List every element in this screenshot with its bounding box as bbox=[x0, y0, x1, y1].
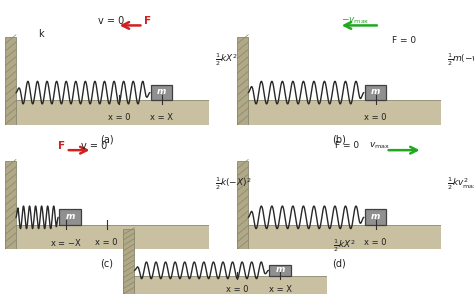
Text: k: k bbox=[38, 29, 44, 40]
Text: m: m bbox=[65, 212, 74, 221]
Text: m: m bbox=[275, 266, 285, 274]
Text: F = 0: F = 0 bbox=[335, 141, 359, 150]
Bar bbox=[5, 162, 16, 249]
Text: (b): (b) bbox=[332, 134, 346, 144]
Text: (c): (c) bbox=[100, 259, 113, 269]
Text: x = X: x = X bbox=[269, 285, 292, 293]
Text: x = 0: x = 0 bbox=[226, 285, 249, 293]
Text: (d): (d) bbox=[332, 259, 346, 269]
Text: (a): (a) bbox=[100, 134, 113, 144]
Bar bbox=[237, 37, 248, 125]
Text: $\frac{1}{2}kv_{\mathrm{max}}^2$: $\frac{1}{2}kv_{\mathrm{max}}^2$ bbox=[447, 176, 474, 192]
FancyBboxPatch shape bbox=[270, 265, 291, 276]
Bar bbox=[123, 229, 135, 294]
Text: $v_{\mathrm{max}}$: $v_{\mathrm{max}}$ bbox=[369, 140, 390, 151]
Text: x = X: x = X bbox=[150, 113, 173, 122]
Text: F: F bbox=[144, 16, 151, 26]
Text: m: m bbox=[157, 88, 166, 97]
FancyBboxPatch shape bbox=[59, 209, 81, 225]
Text: F: F bbox=[58, 141, 65, 151]
Text: x = 0: x = 0 bbox=[95, 238, 118, 247]
Text: m: m bbox=[371, 88, 380, 97]
Bar bbox=[237, 100, 441, 125]
Text: m: m bbox=[371, 212, 380, 221]
Text: x = 0: x = 0 bbox=[365, 113, 387, 122]
Text: $-v_{\mathrm{max}}$: $-v_{\mathrm{max}}$ bbox=[341, 16, 369, 26]
Text: v = 0: v = 0 bbox=[82, 141, 108, 151]
Bar bbox=[5, 100, 209, 125]
FancyBboxPatch shape bbox=[151, 85, 173, 100]
Text: F = 0: F = 0 bbox=[392, 36, 416, 45]
Bar bbox=[123, 276, 327, 294]
Text: x = $-$X: x = $-$X bbox=[50, 237, 82, 248]
Text: $\frac{1}{2}m(-v_{\mathrm{max}})^2$: $\frac{1}{2}m(-v_{\mathrm{max}})^2$ bbox=[447, 51, 474, 68]
Text: $\frac{1}{2}kX^2$: $\frac{1}{2}kX^2$ bbox=[215, 51, 237, 68]
FancyBboxPatch shape bbox=[365, 209, 386, 225]
Text: x = 0: x = 0 bbox=[365, 238, 387, 247]
Text: $\frac{1}{2}k(-X)^2$: $\frac{1}{2}k(-X)^2$ bbox=[215, 176, 251, 192]
Bar bbox=[237, 162, 248, 249]
Bar bbox=[5, 225, 209, 249]
Bar bbox=[237, 225, 441, 249]
Text: v = 0: v = 0 bbox=[98, 16, 124, 26]
Bar bbox=[5, 37, 16, 125]
FancyBboxPatch shape bbox=[365, 85, 386, 100]
Text: $\frac{1}{2}kX^2$: $\frac{1}{2}kX^2$ bbox=[333, 238, 356, 254]
Text: x = 0: x = 0 bbox=[108, 113, 130, 122]
